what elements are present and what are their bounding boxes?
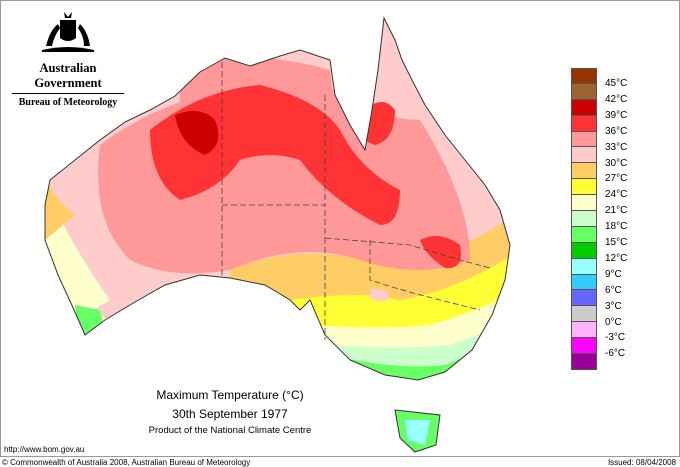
issued-date: Issued: 08/04/2008 bbox=[607, 458, 676, 467]
legend-label: 3°C bbox=[605, 300, 622, 312]
legend-swatch bbox=[571, 322, 597, 339]
map-product: Product of the National Climate Centre bbox=[148, 425, 312, 436]
copyright: © Commonwealth of Australia 2008, Austra… bbox=[2, 458, 251, 467]
legend-swatch bbox=[571, 195, 597, 212]
legend-label: 30°C bbox=[605, 157, 628, 169]
legend-swatch bbox=[571, 274, 597, 291]
legend-label: -3°C bbox=[605, 332, 626, 344]
legend-label: 42°C bbox=[605, 93, 628, 105]
legend-label: -6°C bbox=[605, 348, 626, 360]
legend-label: 24°C bbox=[605, 189, 628, 201]
government-label: Australian Government bbox=[34, 61, 102, 90]
legend-swatch bbox=[571, 68, 597, 84]
logo: Australian Government Bureau of Meteorol… bbox=[6, 10, 130, 108]
zone-21-24-west bbox=[45, 150, 110, 330]
map-title: Maximum Temperature (°C) bbox=[156, 388, 304, 402]
legend-swatch bbox=[571, 115, 597, 132]
legend-label: 39°C bbox=[605, 109, 628, 121]
zone-30-33-inner bbox=[370, 288, 390, 302]
legend-swatch bbox=[571, 258, 597, 275]
legend-label: 15°C bbox=[605, 237, 628, 248]
zone-36-39-east bbox=[420, 236, 461, 269]
state-borders bbox=[221, 62, 491, 340]
legend-label: 18°C bbox=[605, 221, 628, 233]
tasmania-coastline bbox=[394, 409, 441, 453]
legend-swatch bbox=[571, 338, 597, 355]
legend-label: 27°C bbox=[605, 173, 628, 185]
legend-swatch bbox=[571, 211, 597, 227]
website-link[interactable]: http://www.bom.gov.au bbox=[4, 445, 85, 454]
map-date: 30th September 1977 bbox=[172, 407, 288, 421]
legend-swatch bbox=[571, 147, 597, 164]
temperature-map bbox=[44, 17, 511, 453]
bureau-label: Bureau of Meteorology bbox=[12, 93, 124, 108]
legend-swatch bbox=[571, 179, 597, 196]
zone-39-42 bbox=[175, 111, 219, 155]
legend-swatch bbox=[571, 99, 597, 116]
legend-swatch bbox=[571, 306, 597, 323]
legend-swatch bbox=[571, 290, 597, 307]
legend-label: 36°C bbox=[605, 125, 628, 137]
legend-swatch bbox=[571, 354, 597, 370]
legend-label: 33°C bbox=[605, 141, 628, 153]
legend-label: 21°C bbox=[605, 205, 628, 217]
legend-label: 9°C bbox=[605, 268, 622, 280]
legend: 45°C 42°C 39°C 36°C 33°C 30°C 27°C 24°C 21°C 18°C… bbox=[571, 68, 627, 370]
legend-swatch bbox=[571, 83, 597, 100]
legend-swatch bbox=[571, 163, 597, 180]
legend-label: 12°C bbox=[605, 252, 628, 264]
legend-swatch bbox=[571, 242, 597, 259]
legend-swatch bbox=[571, 131, 597, 148]
zone-9-12-tas bbox=[405, 420, 430, 445]
map-titles: Maximum Temperature (°C) 30th September … bbox=[100, 388, 360, 436]
legend-label: 45°C bbox=[605, 78, 628, 89]
legend-label: 0°C bbox=[605, 316, 622, 328]
legend-swatch bbox=[571, 226, 597, 243]
legend-label: 6°C bbox=[605, 284, 622, 296]
coat-of-arms-icon bbox=[42, 12, 94, 52]
